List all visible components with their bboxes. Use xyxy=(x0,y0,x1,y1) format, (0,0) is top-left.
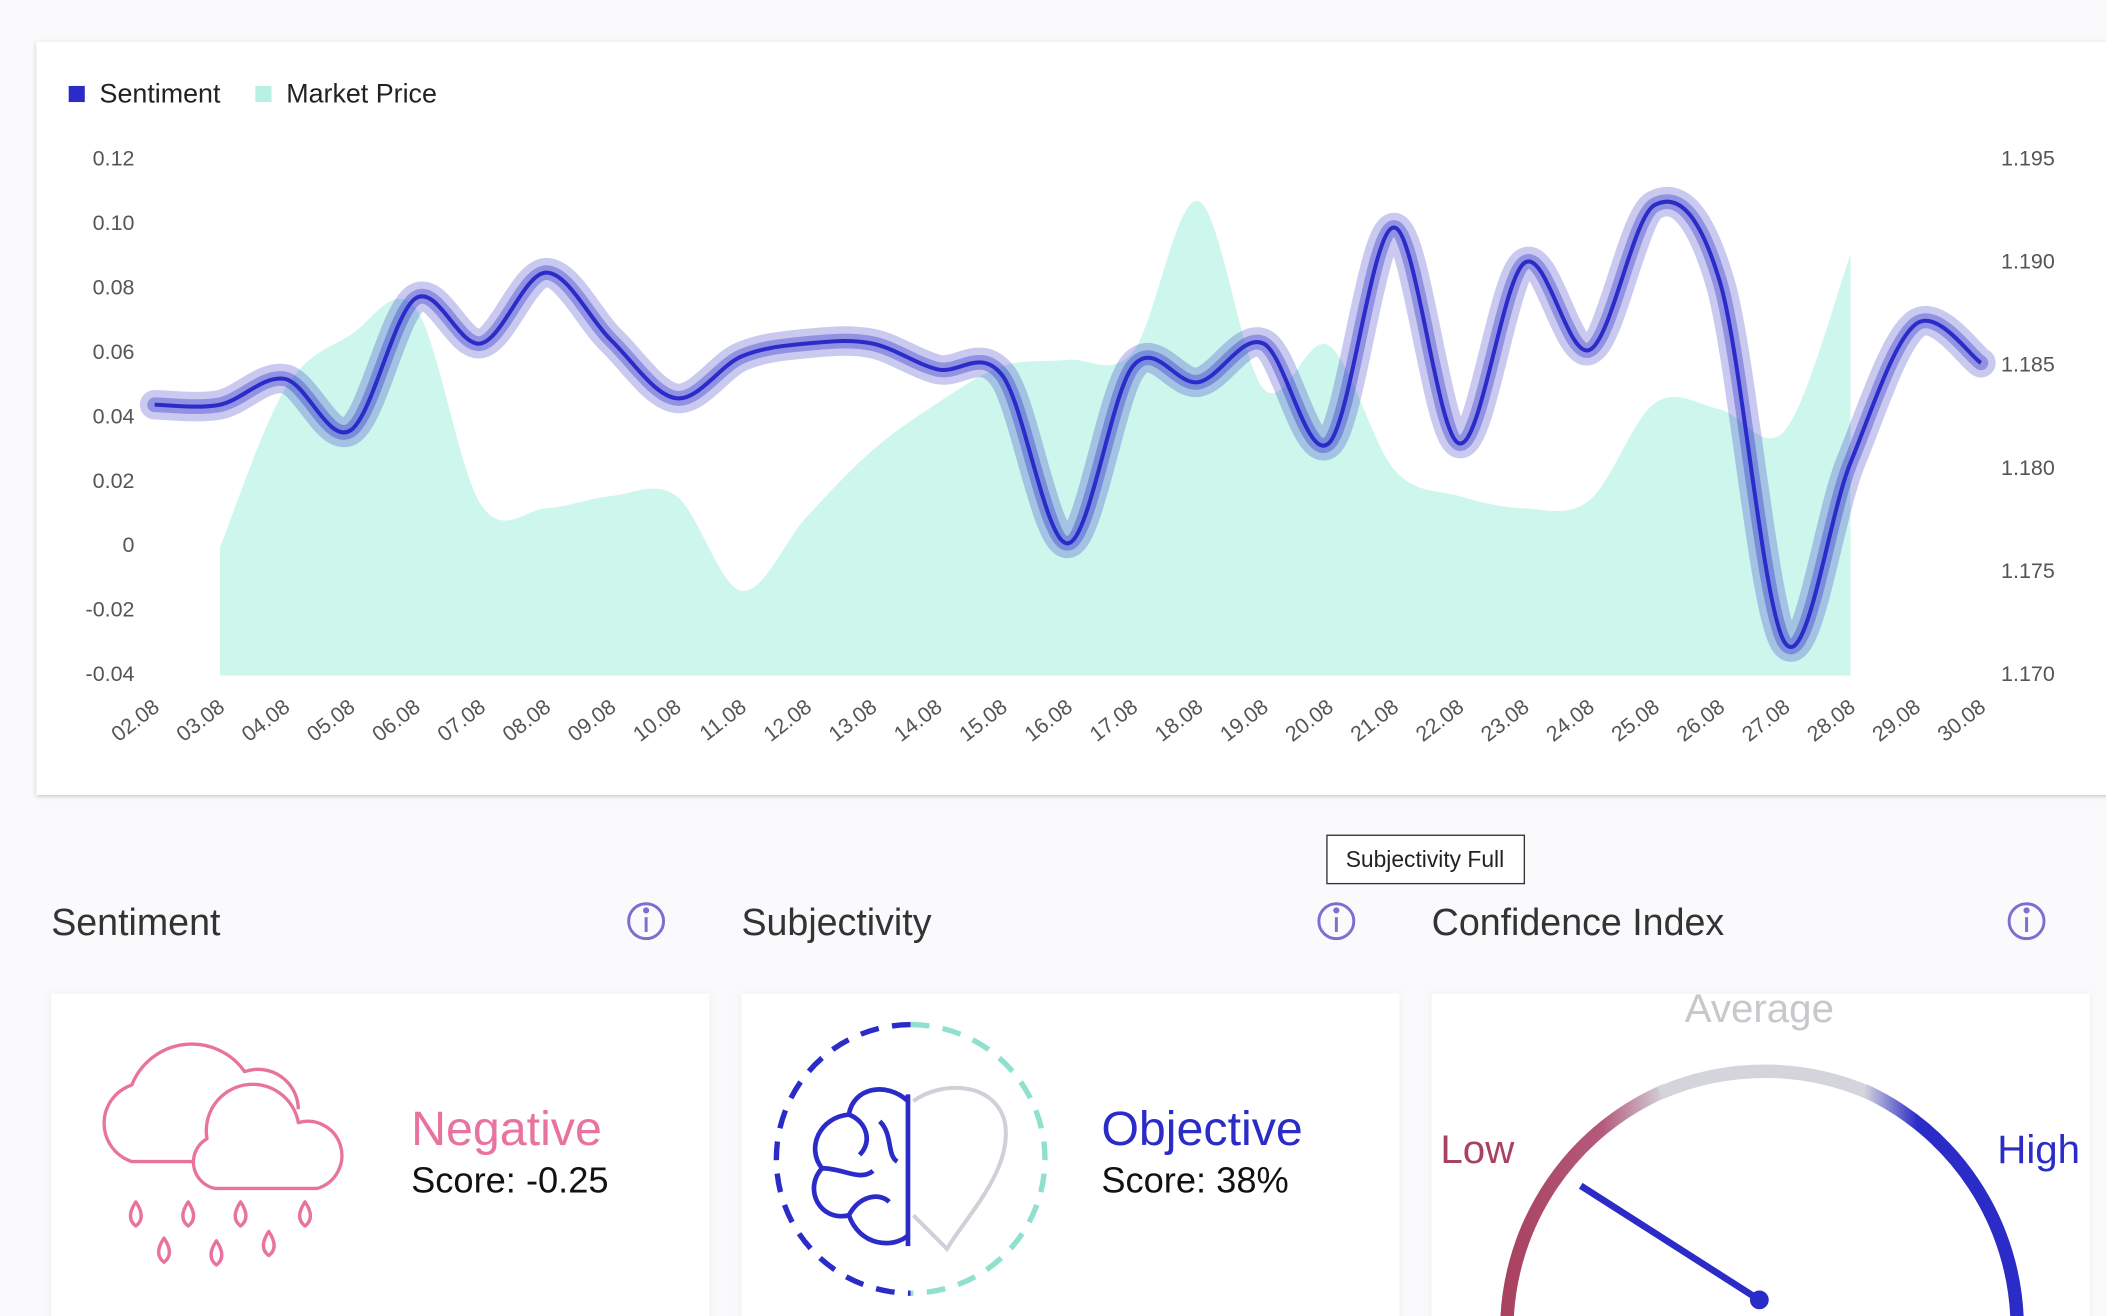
rain-cloud-icon xyxy=(102,1042,344,1267)
panel-card xyxy=(51,993,710,1316)
tooltip-box xyxy=(1326,834,1526,885)
info-icon[interactable] xyxy=(627,902,666,941)
panel-card xyxy=(1431,993,2090,1316)
y2-tick-label: 1.180 xyxy=(2001,456,2055,480)
subjectivity-score: Score: 38% xyxy=(1101,1160,1288,1201)
info-icon[interactable] xyxy=(2007,902,2046,941)
legend-swatch xyxy=(255,85,272,103)
market-price-area xyxy=(219,200,1851,676)
panel-title: Confidence Index xyxy=(1432,901,1725,943)
y2-tick-label: 1.185 xyxy=(2001,353,2055,377)
y-tick-label: 0 xyxy=(123,533,135,557)
legend-label: Sentiment xyxy=(100,78,221,108)
gauge-low: Low xyxy=(1440,1127,1515,1172)
y2-tick-label: 1.190 xyxy=(2001,250,2055,274)
chart: -0.04 -0.02 0 0.02 0.04 0.06 0.08 0.10 0.12 1.170… xyxy=(68,78,2055,746)
y2-tick-label: 1.175 xyxy=(2001,559,2055,583)
y2-tick-label: 1.195 xyxy=(2001,146,2055,170)
y-tick-label: 0.12 xyxy=(93,146,135,170)
gauge-average: Average xyxy=(1685,986,1834,1031)
info-icon[interactable] xyxy=(1317,902,1356,941)
sentiment-score: Score: -0.25 xyxy=(411,1160,608,1201)
panel-title: Sentiment xyxy=(51,901,221,943)
y2-tick-label: 1.170 xyxy=(2001,662,2055,686)
legend-label: Market Price xyxy=(286,78,437,108)
tooltip: Subjectivity Full xyxy=(1346,846,1504,872)
brain-heart-icon xyxy=(773,1021,1048,1296)
sentiment-line xyxy=(154,199,1983,649)
y-tick-label: 0.06 xyxy=(93,340,135,364)
y-tick-label: 0.04 xyxy=(93,404,135,428)
subjectivity-label: Objective xyxy=(1101,1102,1302,1156)
y-tick-label: 0.02 xyxy=(93,469,135,493)
y-tick-label: -0.02 xyxy=(86,598,135,622)
panel-card xyxy=(741,993,1400,1316)
y-tick-label: 0.10 xyxy=(93,211,135,235)
gauge-high: High xyxy=(1997,1127,2080,1172)
info-icons xyxy=(627,902,2046,941)
panel-title: Subjectivity xyxy=(741,901,931,943)
legend-swatch xyxy=(68,85,85,103)
y-tick-label: -0.04 xyxy=(86,662,135,686)
y-tick-label: 0.08 xyxy=(93,275,135,299)
sentiment-label: Negative xyxy=(411,1102,602,1156)
confidence-gauge xyxy=(1500,1064,2024,1316)
